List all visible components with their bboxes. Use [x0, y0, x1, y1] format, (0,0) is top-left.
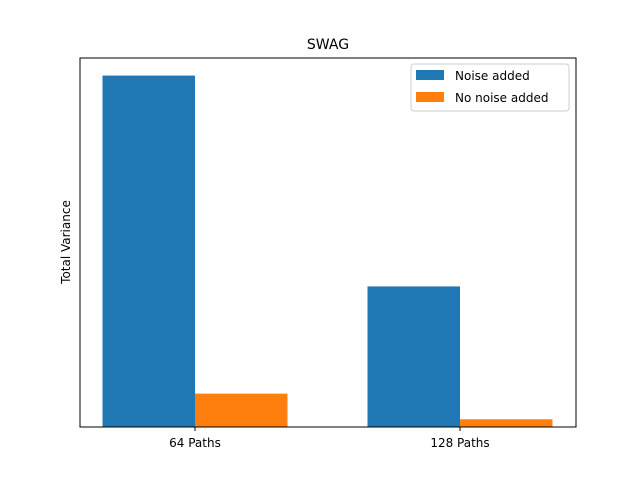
bar-no-noise-added-128-paths — [460, 419, 553, 427]
x-tick-label-64-paths: 64 Paths — [169, 436, 221, 450]
plot-area-frame — [79, 57, 577, 428]
chart-title: SWAG — [307, 37, 349, 53]
legend-label-noise-added: Noise added — [455, 69, 530, 83]
bar-noise-added-64-paths — [102, 75, 195, 428]
legend: Noise added No noise added — [410, 63, 570, 112]
legend-box — [410, 63, 570, 112]
legend-swatch-noise-added — [416, 70, 444, 80]
bar-noise-added-128-paths — [367, 286, 460, 427]
bar-no-noise-added-64-paths — [195, 393, 288, 427]
x-tick-label-128-paths: 128 Paths — [430, 436, 489, 450]
legend-swatch-no-noise-added — [416, 92, 444, 102]
bars-group — [102, 75, 553, 428]
y-axis-label: Total Variance — [59, 200, 73, 285]
x-ticks-group: 64 Paths 128 Paths — [169, 427, 490, 450]
legend-label-no-noise-added: No noise added — [455, 91, 548, 105]
